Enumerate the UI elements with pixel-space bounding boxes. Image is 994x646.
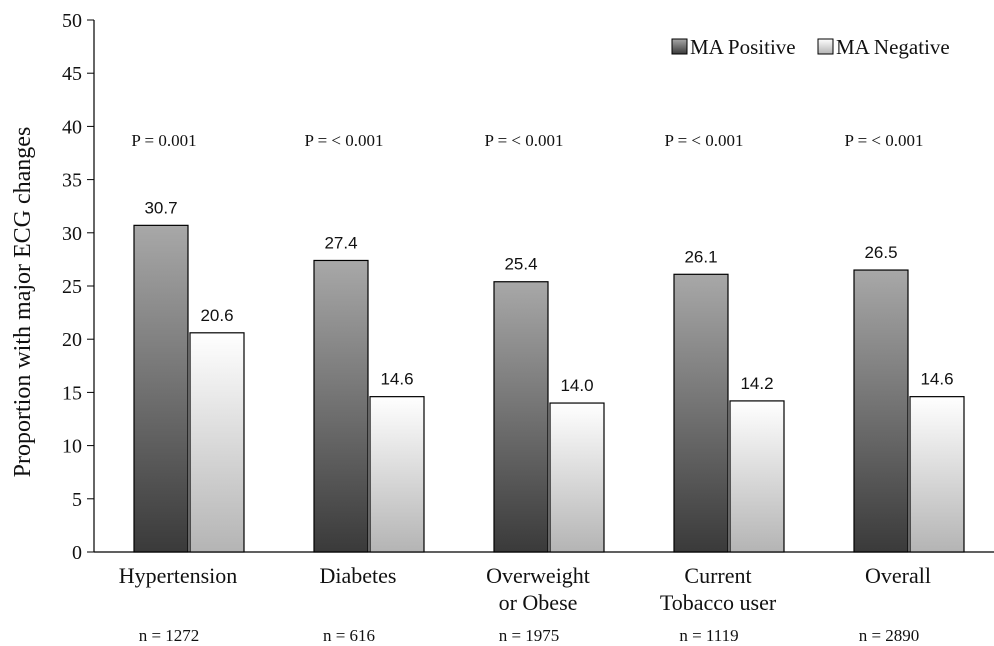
p-value-label: P = < 0.001 [665, 131, 744, 150]
bar-ma-negative [909, 396, 965, 553]
bar-ma-positive [313, 259, 369, 553]
y-tick-label: 15 [62, 382, 82, 404]
legend-label-ma-positive: MA Positive [690, 35, 796, 59]
y-tick-label: 40 [62, 116, 82, 138]
bar-ma-negative [549, 402, 605, 553]
y-tick-label: 50 [62, 10, 82, 32]
y-tick-label: 0 [72, 542, 82, 564]
bar-ma-negative [729, 400, 785, 553]
x-tick-label: Overall [865, 563, 931, 588]
y-tick-label: 5 [72, 489, 82, 511]
x-tick-label: or Obese [499, 590, 578, 615]
p-value-label: P = < 0.001 [845, 131, 924, 150]
n-label: n = 1975 [499, 626, 560, 645]
n-label: n = 1119 [679, 626, 738, 645]
data-label-ma-negative: 14.2 [740, 374, 773, 393]
n-label: n = 2890 [859, 626, 920, 645]
data-label-ma-negative: 14.0 [560, 376, 593, 395]
x-tick-label: Tobacco user [660, 590, 777, 615]
y-tick-label: 35 [62, 170, 82, 192]
y-tick-label: 45 [62, 63, 82, 85]
data-label-ma-positive: 25.4 [504, 255, 537, 274]
x-tick-label: Overweight [486, 563, 590, 588]
p-value-label: P = 0.001 [131, 131, 196, 150]
y-axis-title: Proportion with major ECG changes [10, 127, 36, 478]
bar-ma-negative [369, 396, 425, 553]
data-label-ma-positive: 30.7 [144, 198, 177, 217]
legend-swatch-ma-negative [817, 38, 834, 55]
p-value-label: P = < 0.001 [485, 131, 564, 150]
x-tick-label: Hypertension [119, 563, 238, 588]
y-tick-label: 30 [62, 223, 82, 245]
bar-ma-positive [493, 281, 549, 553]
y-tick-label: 10 [62, 436, 82, 458]
n-label: n = 1272 [139, 626, 200, 645]
data-label-ma-negative: 20.6 [200, 306, 233, 325]
y-tick-label: 20 [62, 329, 82, 351]
data-label-ma-negative: 14.6 [920, 370, 953, 389]
x-tick-label: Diabetes [320, 563, 397, 588]
y-tick-label: 25 [62, 276, 82, 298]
bar-ma-positive [853, 269, 909, 553]
data-label-ma-positive: 26.5 [864, 243, 897, 262]
bar-ma-negative [189, 332, 245, 553]
p-value-label: P = < 0.001 [305, 131, 384, 150]
data-label-ma-positive: 27.4 [324, 233, 357, 252]
legend-label-ma-negative: MA Negative [836, 35, 950, 59]
bar-ma-positive [673, 273, 729, 553]
data-label-ma-positive: 26.1 [684, 247, 717, 266]
legend-swatch-ma-positive [671, 38, 688, 55]
n-label: n = 616 [323, 626, 375, 645]
x-tick-label: Current [684, 563, 751, 588]
data-label-ma-negative: 14.6 [380, 370, 413, 389]
bar-ma-positive [133, 224, 189, 553]
